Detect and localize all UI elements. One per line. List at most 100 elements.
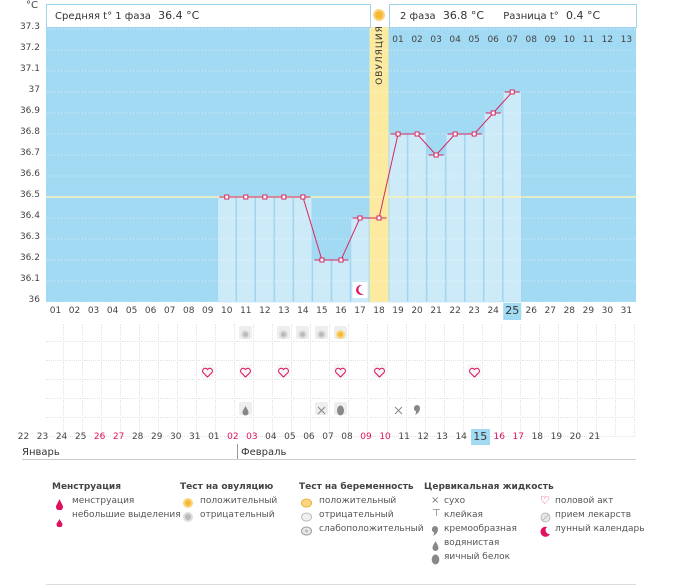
grid-cell[interactable] (160, 419, 179, 437)
grid-cell[interactable] (350, 419, 369, 437)
grid-cell[interactable] (502, 381, 521, 399)
grid-cell[interactable] (350, 381, 369, 399)
grid-cell[interactable] (198, 381, 217, 399)
grid-cell[interactable] (103, 362, 122, 380)
grid-cell[interactable] (350, 362, 369, 380)
grid-cell[interactable] (521, 343, 540, 361)
cycle-day-label[interactable]: 29 (582, 306, 595, 316)
grid-cell[interactable] (521, 400, 540, 418)
grid-cell[interactable] (65, 324, 84, 342)
grid-cell[interactable] (84, 362, 103, 380)
grid-cell[interactable] (198, 324, 217, 342)
grid-cell[interactable] (445, 343, 464, 361)
grid-cell[interactable] (103, 419, 122, 437)
grid-cell[interactable] (597, 343, 616, 361)
grid-cell[interactable] (578, 362, 597, 380)
cycle-day-label[interactable]: 14 (297, 306, 309, 316)
grid-cell[interactable] (331, 343, 350, 361)
grid-cell[interactable] (46, 343, 65, 361)
calendar-date-label[interactable]: 17 (512, 432, 524, 442)
grid-cell[interactable] (312, 419, 331, 437)
calendar-date-label[interactable]: 12 (417, 432, 429, 442)
grid-cell[interactable] (407, 400, 426, 418)
grid-cell[interactable] (141, 381, 160, 399)
grid-cell[interactable] (540, 343, 559, 361)
grid-cell[interactable] (160, 324, 179, 342)
grid-cell[interactable] (217, 362, 236, 380)
cycle-day-label[interactable]: 09 (202, 306, 214, 316)
grid-cell[interactable] (426, 400, 445, 418)
grid-cell[interactable] (521, 362, 540, 380)
grid-cell[interactable] (407, 381, 426, 399)
grid-cell[interactable] (445, 362, 464, 380)
grid-cell[interactable] (236, 419, 255, 437)
grid-cell[interactable] (559, 381, 578, 399)
cycle-day-label[interactable]: 17 (354, 306, 366, 316)
grid-cell[interactable] (217, 343, 236, 361)
cycle-day-label[interactable]: 03 (87, 306, 100, 316)
grid-cell[interactable] (597, 400, 616, 418)
grid-cell[interactable] (46, 419, 65, 437)
grid-cell[interactable] (464, 362, 483, 380)
grid-cell[interactable] (350, 400, 369, 418)
grid-cell[interactable] (179, 343, 198, 361)
grid-cell[interactable] (616, 324, 635, 342)
grid-cell[interactable] (217, 324, 236, 342)
grid-cell[interactable] (426, 343, 445, 361)
calendar-date-label[interactable]: 28 (131, 432, 144, 442)
grid-cell[interactable] (179, 400, 198, 418)
grid-cell[interactable] (65, 381, 84, 399)
grid-cell[interactable] (521, 324, 540, 342)
grid-cell[interactable] (122, 362, 141, 380)
grid-cell[interactable] (255, 343, 274, 361)
grid-cell[interactable] (141, 362, 160, 380)
grid-cell[interactable] (103, 381, 122, 399)
grid-cell[interactable] (616, 381, 635, 399)
grid-cell[interactable] (616, 362, 635, 380)
grid-cell[interactable] (293, 324, 312, 342)
grid-cell[interactable] (122, 343, 141, 361)
grid-cell[interactable] (65, 400, 84, 418)
grid-cell[interactable] (540, 381, 559, 399)
grid-cell[interactable] (179, 362, 198, 380)
calendar-date-label[interactable]: 25 (74, 432, 87, 442)
grid-cell[interactable] (502, 419, 521, 437)
grid-cell[interactable] (65, 419, 84, 437)
grid-cell[interactable] (141, 343, 160, 361)
grid-cell[interactable] (483, 343, 502, 361)
grid-cell[interactable] (369, 343, 388, 361)
grid-cell[interactable] (236, 362, 255, 380)
grid-cell[interactable] (388, 343, 407, 361)
grid-cell[interactable] (388, 324, 407, 342)
grid-cell[interactable] (578, 343, 597, 361)
grid-cell[interactable] (46, 324, 65, 342)
grid-cell[interactable] (274, 381, 293, 399)
grid-cell[interactable] (65, 343, 84, 361)
grid-cell[interactable] (160, 381, 179, 399)
calendar-date-label[interactable]: 24 (55, 432, 68, 442)
cycle-day-label[interactable]: 28 (563, 306, 576, 316)
grid-cell[interactable] (331, 324, 350, 342)
grid-cell[interactable] (274, 343, 293, 361)
grid-cell[interactable] (84, 343, 103, 361)
grid-cell[interactable] (84, 400, 103, 418)
cycle-day-label[interactable]: 26 (525, 306, 537, 316)
calendar-date-label[interactable]: 01 (208, 432, 220, 442)
grid-cell[interactable] (217, 381, 236, 399)
grid-cell[interactable] (293, 343, 312, 361)
grid-cell[interactable] (350, 343, 369, 361)
calendar-date-label[interactable]: 07 (322, 432, 334, 442)
grid-cell[interactable] (388, 362, 407, 380)
grid-cell[interactable] (540, 362, 559, 380)
grid-cell[interactable] (46, 381, 65, 399)
grid-cell[interactable] (255, 362, 274, 380)
cycle-day-label[interactable]: 27 (544, 306, 556, 316)
grid-cell[interactable] (559, 419, 578, 437)
grid-cell[interactable] (369, 400, 388, 418)
grid-cell[interactable] (616, 419, 635, 437)
calendar-date-label[interactable]: 05 (284, 432, 296, 442)
grid-cell[interactable] (160, 343, 179, 361)
grid-cell[interactable] (559, 362, 578, 380)
cycle-day-label[interactable]: 11 (240, 306, 252, 316)
grid-cell[interactable] (445, 324, 464, 342)
